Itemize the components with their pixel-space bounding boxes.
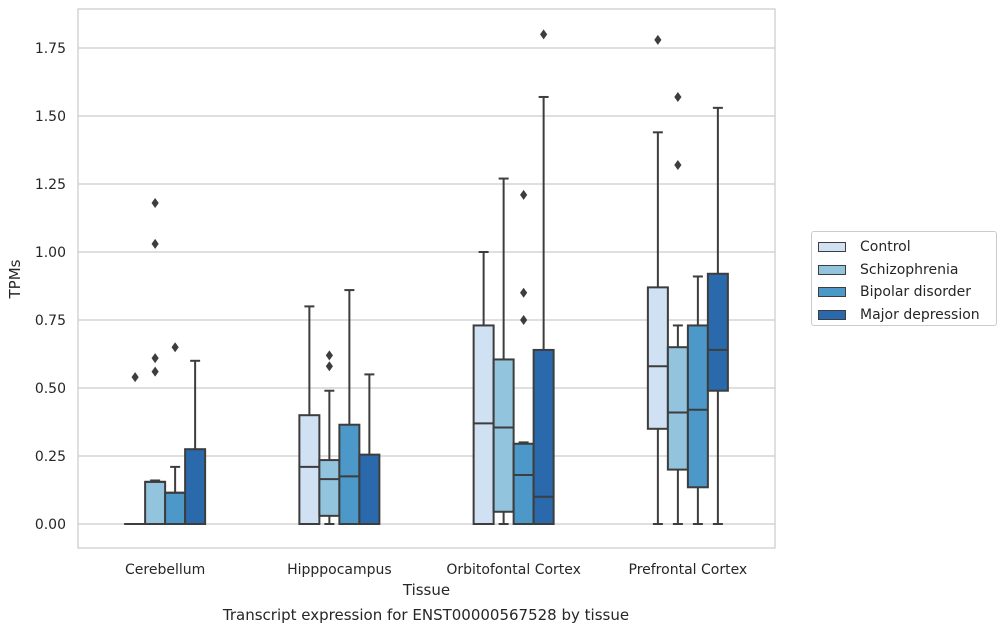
box-3-2 [686,275,709,525]
box-body [184,448,207,526]
outlier-point [520,315,528,325]
box-2-0 [472,251,495,525]
box-1-2 [338,289,361,525]
legend-swatch [818,264,846,275]
box-1-0 [298,305,321,526]
y-tick-labels: 0.00 0.25 0.50 0.75 1.00 1.25 1.50 1.75 [35,41,66,533]
outlier-point [520,189,528,200]
box-body [298,414,321,526]
outlier-point [151,238,159,249]
y-tick-label: 1.25 [35,177,66,193]
box-body [666,346,689,471]
box-body [472,324,495,525]
box-2-2 [512,189,535,526]
outlier-point [540,29,548,40]
outlier-point [151,366,159,377]
outlier-point [674,91,682,102]
y-axis-label: TPMs [6,259,24,299]
box-1-3 [358,373,381,526]
box-2-1 [492,177,515,525]
x-tick-labels: Cerebellum Hipppocampus Orbitofontal Corte… [125,562,747,578]
legend-label: Control [860,239,911,256]
box-body [338,423,361,525]
outlier-point [520,287,528,298]
legend-item-control: Control [818,236,996,259]
x-tick-label: Cerebellum [125,562,205,578]
legend-item-schizophrenia: Schizophrenia [818,259,996,282]
box-1-1 [318,350,341,525]
x-tick-label: Prefrontal Cortex [629,562,748,578]
x-tick-label: Orbitofontal Cortex [446,562,581,578]
legend-label: Schizophrenia [860,261,959,278]
chart-caption: Transcript expression for ENST0000056752… [222,606,630,624]
outlier-point [674,159,682,170]
y-tick-label: 0.25 [35,449,66,465]
legend-swatch [818,309,846,320]
y-tick-label: 1.00 [35,245,66,261]
box-body [686,324,709,489]
y-tick-label: 1.75 [35,41,66,57]
box-3-3 [706,106,729,525]
box-plots [124,29,729,526]
box-3-0 [646,34,669,525]
legend-swatch [818,242,846,253]
outlier-point [131,372,139,383]
box-body [532,348,555,526]
legend-swatch [818,287,846,298]
box-body [646,286,669,430]
legend-label: Bipolar disorder [860,284,972,301]
legend-item-major-depression: Major depression [818,304,996,327]
outlier-point [325,350,333,361]
outlier-point [151,198,159,209]
outlier-point [171,342,179,353]
box-body [706,272,729,392]
y-tick-label: 0.50 [35,381,66,397]
x-tick-label: Hipppocampus [287,562,392,578]
box-body [164,491,187,526]
y-tick-label: 1.50 [35,109,66,125]
box-0-3 [184,359,207,526]
x-axis-label: Tissue [402,581,450,599]
box-body [512,442,535,526]
box-body [358,453,381,526]
legend: Control Schizophrenia Bipolar disorder M… [811,231,997,326]
box-3-1 [666,91,689,525]
box-0-2 [164,342,187,526]
box-body [144,480,167,525]
box-body [492,358,515,513]
y-tick-label: 0.00 [35,517,66,533]
legend-label: Major depression [860,306,980,323]
box-0-1 [144,198,167,525]
y-tick-label: 0.75 [35,313,66,329]
outlier-point [654,34,662,45]
outlier-point [151,353,159,364]
box-2-3 [532,29,555,526]
box-body [318,459,341,517]
legend-item-bipolar-disorder: Bipolar disorder [818,281,996,304]
plot-frame [77,8,776,549]
box-0-0 [124,372,147,526]
outlier-point [325,361,333,372]
